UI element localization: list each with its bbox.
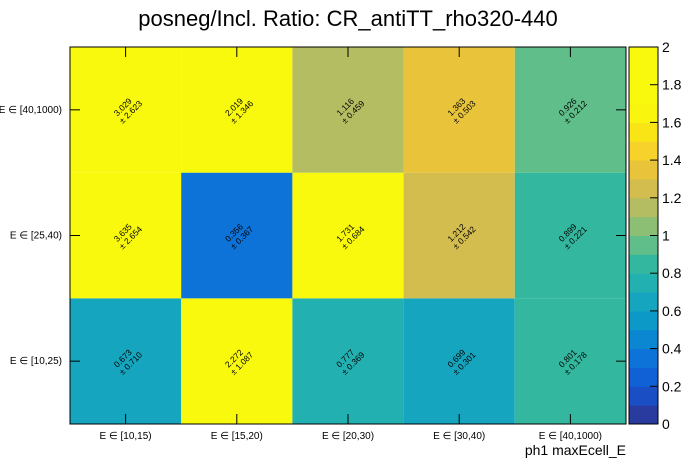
- x-tick-label: E ∈ [30,40): [433, 431, 485, 442]
- y-tick-label: E ∈ [25,40): [10, 231, 62, 242]
- color-scale-segment: [629, 47, 658, 67]
- color-scale-segment: [629, 103, 658, 123]
- color-scale-segment: [629, 273, 658, 293]
- color-scale-segment: [629, 367, 658, 387]
- color-scale-tick-label: 2: [662, 39, 670, 55]
- heatmap-cells: [70, 47, 626, 424]
- color-scale-segment: [629, 122, 658, 142]
- color-scale-segment: [629, 178, 658, 199]
- color-scale-segment: [629, 292, 658, 312]
- x-tick-label: E ∈ [10,15): [100, 431, 152, 442]
- heatmap-cell: [292, 172, 404, 299]
- color-scale-segment: [629, 386, 658, 406]
- heatmap-cell: [403, 172, 515, 299]
- color-scale: [628, 46, 659, 425]
- color-scale-tick-label: 1.8: [662, 77, 682, 93]
- color-scale-tick-label: 1.2: [662, 190, 682, 206]
- y-axis-ticks: E ∈ [10,25) E ∈ [25,40) E ∈ [40,1000): [0, 105, 626, 367]
- heatmap-cell: [70, 47, 182, 173]
- color-scale-tick-label: 0.2: [662, 378, 682, 394]
- chart-title: posneg/Incl. Ratio: CR_antiTT_rho320-440: [138, 6, 557, 31]
- color-scale-segment: [629, 329, 658, 350]
- color-scale-tick-label: 0.8: [662, 265, 682, 281]
- color-scale-segment: [629, 405, 658, 425]
- color-scale-segment: [629, 65, 658, 86]
- x-axis-label: ph1 maxEcell_E: [525, 442, 626, 458]
- heatmap-cell: [292, 47, 404, 173]
- y-tick-label: E ∈ [10,25): [10, 356, 62, 367]
- heatmap-cell: [70, 172, 182, 299]
- color-scale-tick-label: 1.6: [662, 114, 682, 130]
- heatmap-cell: [403, 298, 515, 424]
- color-scale-tick-label: 1.4: [662, 152, 682, 168]
- color-scale-segment: [629, 197, 658, 218]
- color-scale-segment: [629, 254, 658, 274]
- color-scale-ticks: 0 0.2 0.4 0.6 0.8 1 1.2 1.4 1.6 1.8 2: [650, 39, 682, 432]
- color-scale-tick-label: 0: [662, 416, 670, 432]
- color-scale-tick-label: 1: [662, 228, 670, 244]
- heatmap-cell: [403, 47, 515, 173]
- x-tick-label: E ∈ [40,1000): [539, 431, 602, 442]
- color-scale-tick-label: 0.4: [662, 341, 682, 357]
- color-scale-segment: [629, 348, 658, 368]
- heatmap-cell: [514, 298, 626, 424]
- color-scale-segment: [629, 141, 658, 161]
- color-scale-segment: [629, 84, 658, 105]
- heatmap-cell: [292, 298, 404, 424]
- heatmap-cell: [181, 298, 293, 424]
- color-scale-tick-label: 0.6: [662, 303, 682, 319]
- x-tick-label: E ∈ [15,20): [211, 431, 263, 442]
- x-axis-ticks: E ∈ [10,15) E ∈ [15,20) E ∈ [20,30) E ∈ [30…: [100, 47, 602, 442]
- heatmap-cell: [514, 172, 626, 299]
- color-scale-segment: [629, 310, 658, 331]
- heatmap-cell: [514, 47, 626, 173]
- heatmap-cell: [181, 47, 293, 173]
- heatmap-cell: [181, 172, 293, 299]
- x-tick-label: E ∈ [20,30): [322, 431, 374, 442]
- color-scale-segment: [629, 160, 658, 180]
- color-scale-segment: [629, 235, 658, 255]
- y-tick-label: E ∈ [40,1000): [0, 105, 62, 116]
- heatmap-cell: [70, 298, 182, 424]
- color-scale-segment: [629, 216, 658, 236]
